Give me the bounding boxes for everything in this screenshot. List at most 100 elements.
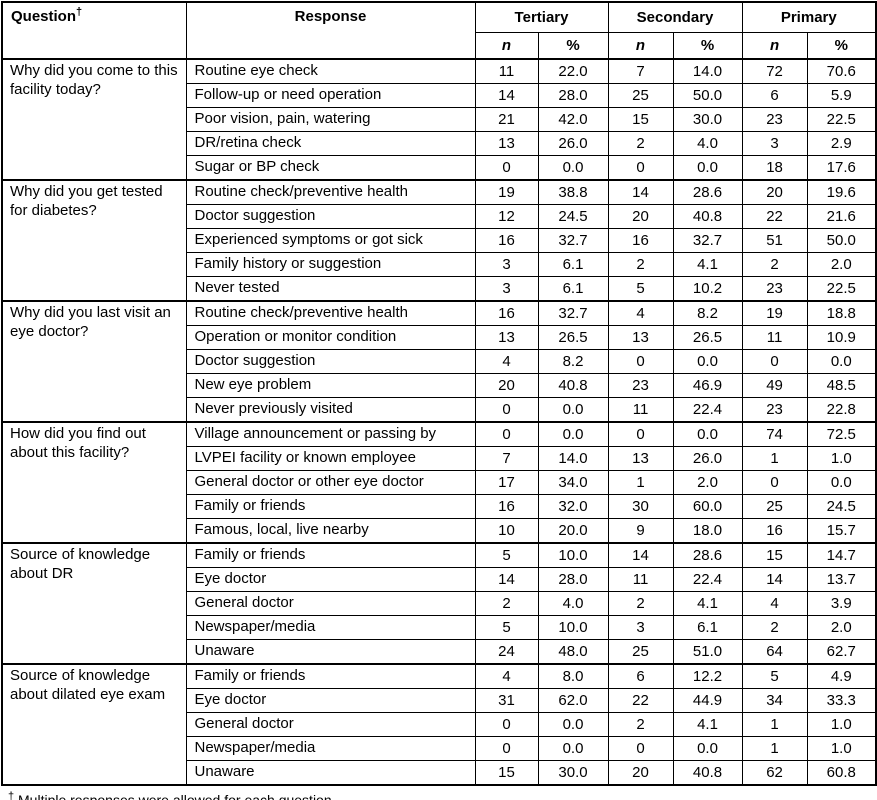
pct-value-cell: 30.0 bbox=[672, 107, 743, 132]
secondary-pct-header: % bbox=[672, 32, 743, 60]
pct-value-cell: 32.7 bbox=[537, 228, 609, 253]
pct-value-cell: 13.7 bbox=[806, 567, 877, 592]
n-value-cell: 14 bbox=[474, 83, 539, 108]
n-value-cell: 14 bbox=[607, 179, 674, 205]
table-row: Source of knowledge about dilated eye ex… bbox=[1, 663, 877, 786]
n-value-cell: 13 bbox=[474, 131, 539, 156]
n-value-cell: 15 bbox=[741, 542, 808, 568]
n-value-cell: 23 bbox=[741, 276, 808, 302]
table-row: Eye doctor 14 28.0 11 22.4 14 13.7 bbox=[2, 567, 877, 592]
pct-value-cell: 10.2 bbox=[672, 276, 743, 302]
response-cell: General doctor bbox=[185, 591, 476, 616]
table-row: How did you find out about this facility… bbox=[1, 421, 877, 544]
pct-value-cell: 42.0 bbox=[537, 107, 609, 132]
n-value-cell: 0 bbox=[474, 397, 539, 423]
pct-value-cell: 60.8 bbox=[806, 760, 877, 786]
pct-value-cell: 33.3 bbox=[806, 688, 877, 713]
pct-value-cell: 19.6 bbox=[806, 179, 877, 205]
pct-value-cell: 14.0 bbox=[672, 58, 743, 84]
pct-value-cell: 10.0 bbox=[537, 542, 609, 568]
pct-value-cell: 0.0 bbox=[672, 349, 743, 374]
pct-value-cell: 4.9 bbox=[806, 663, 877, 689]
response-cell: Experienced symptoms or got sick bbox=[185, 228, 476, 253]
pct-value-cell: 0.0 bbox=[672, 421, 743, 447]
n-value-cell: 62 bbox=[741, 760, 808, 786]
pct-value-cell: 8.2 bbox=[672, 300, 743, 326]
n-value-cell: 2 bbox=[741, 615, 808, 640]
table-row: Doctor suggestion 12 24.5 20 40.8 22 21.6 bbox=[2, 204, 877, 229]
question-cell: Source of knowledge about DR bbox=[1, 542, 187, 665]
pct-value-cell: 0.0 bbox=[537, 421, 609, 447]
pct-value-cell: 24.5 bbox=[537, 204, 609, 229]
pct-value-cell: 48.0 bbox=[537, 639, 609, 665]
response-cell: New eye problem bbox=[185, 373, 476, 398]
n-value-cell: 2 bbox=[741, 252, 808, 277]
pct-value-cell: 14.7 bbox=[806, 542, 877, 568]
table-row: Follow-up or need operation 14 28.0 25 50.0 6… bbox=[2, 83, 877, 108]
tertiary-group-header: Tertiary bbox=[474, 1, 609, 34]
table-row: Experienced symptoms or got sick 16 32.7 16… bbox=[2, 228, 877, 253]
n-value-cell: 14 bbox=[607, 542, 674, 568]
pct-value-cell: 30.0 bbox=[537, 760, 609, 786]
pct-value-cell: 22.8 bbox=[806, 397, 877, 423]
n-value-cell: 0 bbox=[607, 349, 674, 374]
n-value-cell: 1 bbox=[741, 736, 808, 761]
table-header: Question† Response Tertiary Secondary Pr… bbox=[1, 1, 877, 60]
pct-value-cell: 26.5 bbox=[672, 325, 743, 350]
table-row: Why did you get tested for diabetes? Rout… bbox=[1, 179, 877, 302]
table-row: Unaware 24 48.0 25 51.0 64 62.7 bbox=[2, 639, 877, 665]
pct-value-cell: 28.0 bbox=[537, 83, 609, 108]
n-value-cell: 15 bbox=[607, 107, 674, 132]
pct-value-cell: 1.0 bbox=[806, 712, 877, 737]
primary-n-header: n bbox=[741, 32, 808, 60]
response-cell: Newspaper/media bbox=[185, 615, 476, 640]
response-cell: Sugar or BP check bbox=[185, 155, 476, 181]
n-value-cell: 18 bbox=[741, 155, 808, 181]
pct-value-cell: 20.0 bbox=[537, 518, 609, 544]
pct-value-cell: 22.5 bbox=[806, 107, 877, 132]
n-value-cell: 11 bbox=[607, 567, 674, 592]
n-value-cell: 19 bbox=[474, 179, 539, 205]
table-row: Doctor suggestion 4 8.2 0 0.0 0 0.0 bbox=[2, 349, 877, 374]
response-cell: Family or friends bbox=[185, 542, 476, 568]
n-value-cell: 25 bbox=[607, 83, 674, 108]
question-header-label: Question bbox=[11, 8, 77, 25]
n-value-cell: 74 bbox=[741, 421, 808, 447]
n-value-cell: 20 bbox=[741, 179, 808, 205]
n-value-cell: 2 bbox=[607, 712, 674, 737]
pct-value-cell: 28.0 bbox=[537, 567, 609, 592]
pct-value-cell: 40.8 bbox=[537, 373, 609, 398]
n-value-cell: 22 bbox=[741, 204, 808, 229]
table-row: General doctor 0 0.0 2 4.1 1 1.0 bbox=[2, 712, 877, 737]
n-value-cell: 3 bbox=[607, 615, 674, 640]
pct-value-cell: 62.0 bbox=[537, 688, 609, 713]
pct-value-cell: 48.5 bbox=[806, 373, 877, 398]
n-value-cell: 4 bbox=[741, 591, 808, 616]
n-value-cell: 4 bbox=[607, 300, 674, 326]
question-column-header: Question† bbox=[1, 1, 187, 60]
n-value-cell: 16 bbox=[474, 300, 539, 326]
n-value-cell: 13 bbox=[607, 325, 674, 350]
pct-value-cell: 22.0 bbox=[537, 58, 609, 84]
response-cell: Never tested bbox=[185, 276, 476, 302]
response-cell: General doctor or other eye doctor bbox=[185, 470, 476, 495]
n-value-cell: 12 bbox=[474, 204, 539, 229]
n-value-cell: 15 bbox=[474, 760, 539, 786]
response-cell: Family history or suggestion bbox=[185, 252, 476, 277]
n-value-cell: 20 bbox=[607, 760, 674, 786]
table-row: Source of knowledge about DR Family or fr… bbox=[1, 542, 877, 665]
pct-value-cell: 24.5 bbox=[806, 494, 877, 519]
pct-value-cell: 1.0 bbox=[806, 736, 877, 761]
pct-value-cell: 1.0 bbox=[806, 446, 877, 471]
n-value-cell: 23 bbox=[741, 397, 808, 423]
table-row: Unaware 15 30.0 20 40.8 62 60.8 bbox=[2, 760, 877, 786]
n-value-cell: 2 bbox=[607, 252, 674, 277]
footnote-text: Multiple responses were allowed for each… bbox=[14, 792, 336, 800]
question-cell: How did you find out about this facility… bbox=[1, 421, 187, 544]
table-row: Never tested 3 6.1 5 10.2 23 22.5 bbox=[2, 276, 877, 302]
footnote-multiple-responses: † Multiple responses were allowed for ea… bbox=[8, 791, 877, 800]
n-value-cell: 23 bbox=[607, 373, 674, 398]
response-cell: LVPEI facility or known employee bbox=[185, 446, 476, 471]
primary-pct-header: % bbox=[806, 32, 877, 60]
